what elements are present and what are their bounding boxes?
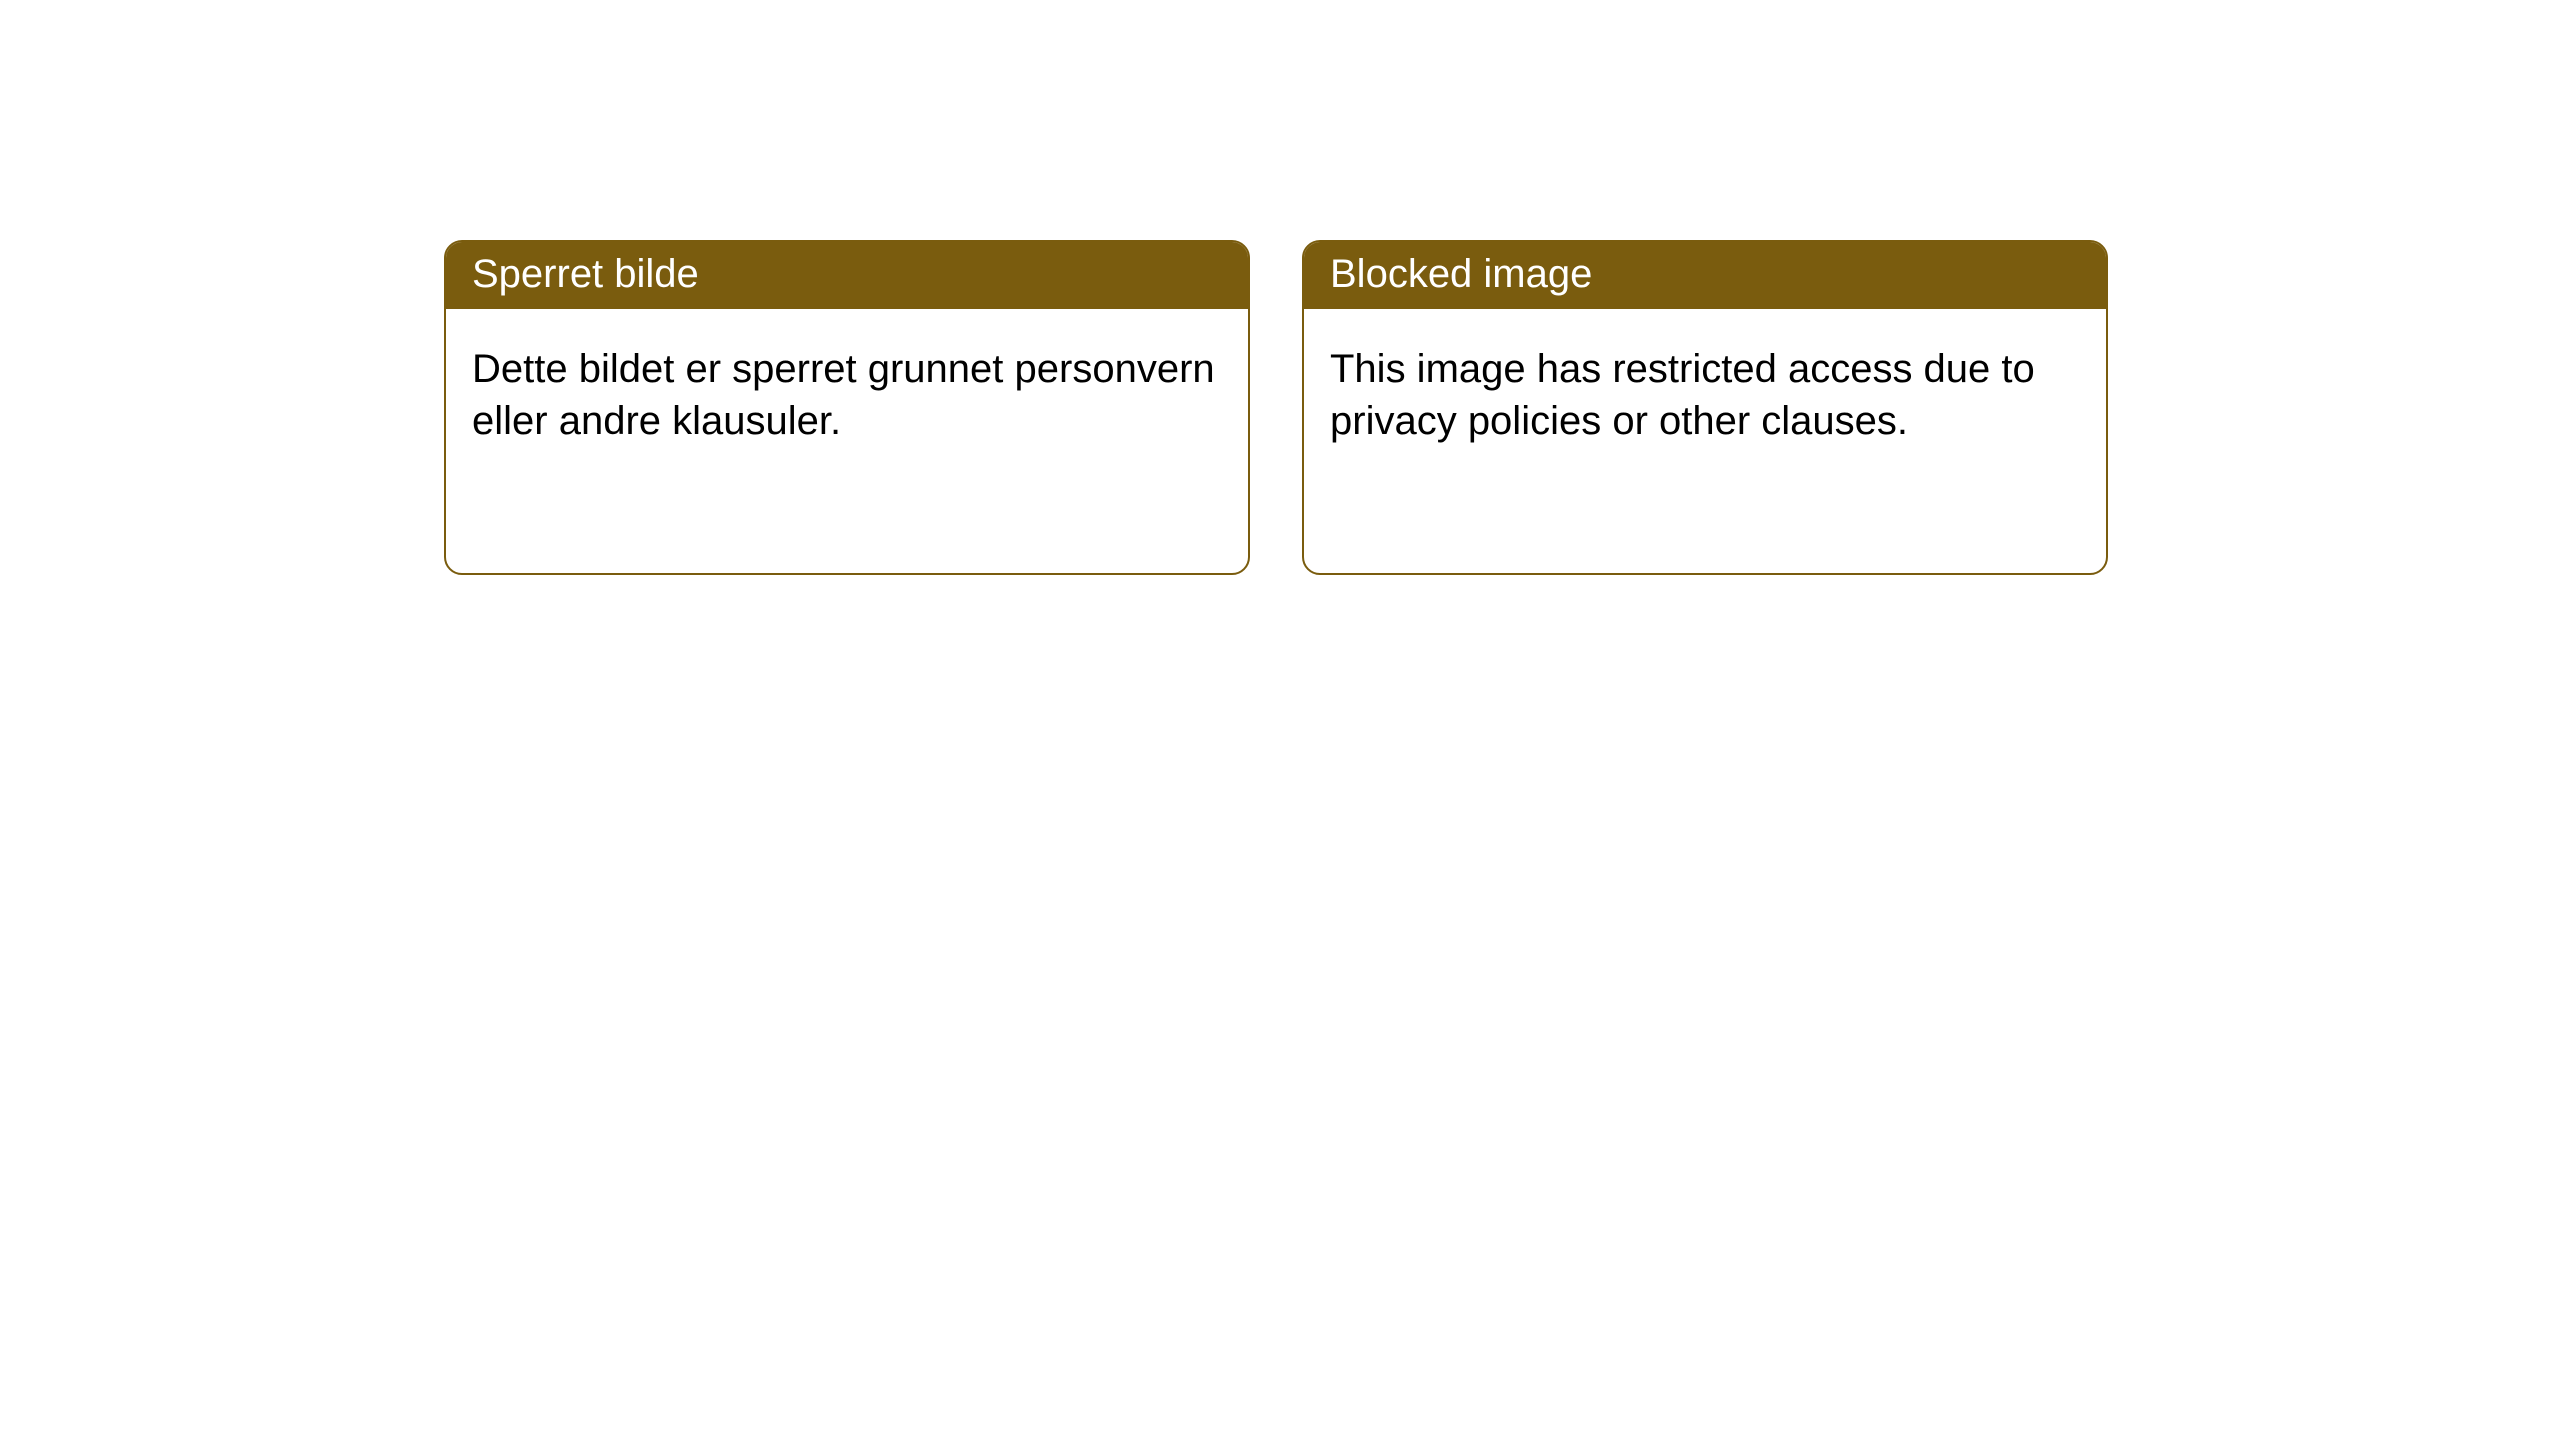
notice-body: This image has restricted access due to …: [1304, 309, 2106, 481]
notice-title: Sperret bilde: [472, 252, 699, 296]
notice-title: Blocked image: [1330, 252, 1592, 296]
notice-body-text: This image has restricted access due to …: [1330, 347, 2035, 443]
notice-container: Sperret bilde Dette bildet er sperret gr…: [444, 240, 2108, 575]
notice-card-norwegian: Sperret bilde Dette bildet er sperret gr…: [444, 240, 1250, 575]
notice-header: Blocked image: [1304, 242, 2106, 309]
notice-header: Sperret bilde: [446, 242, 1248, 309]
notice-body-text: Dette bildet er sperret grunnet personve…: [472, 347, 1215, 443]
notice-body: Dette bildet er sperret grunnet personve…: [446, 309, 1248, 481]
notice-card-english: Blocked image This image has restricted …: [1302, 240, 2108, 575]
